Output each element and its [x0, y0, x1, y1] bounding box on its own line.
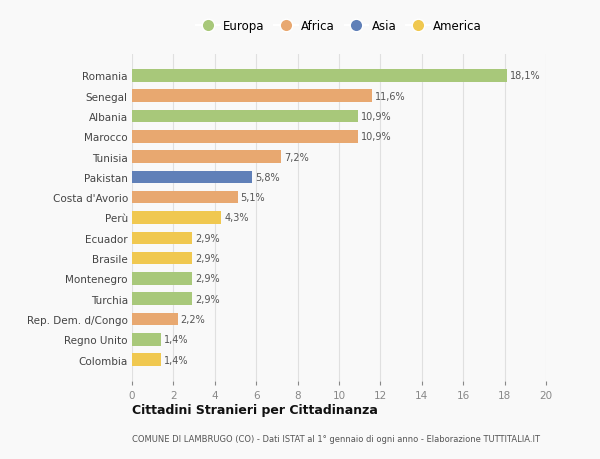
Bar	[132, 252, 192, 265]
Bar	[132, 333, 161, 346]
Text: 1,4%: 1,4%	[164, 335, 188, 345]
Text: 2,2%: 2,2%	[181, 314, 205, 325]
Text: 11,6%: 11,6%	[375, 91, 406, 101]
Text: 18,1%: 18,1%	[510, 71, 541, 81]
Legend: Europa, Africa, Asia, America: Europa, Africa, Asia, America	[191, 15, 487, 38]
Bar	[132, 171, 252, 184]
Bar	[132, 70, 506, 83]
Bar	[132, 111, 358, 123]
Text: 10,9%: 10,9%	[361, 132, 391, 142]
Bar	[132, 90, 372, 103]
Bar	[132, 131, 358, 143]
Bar	[132, 151, 281, 163]
Text: 5,8%: 5,8%	[255, 173, 280, 183]
Text: Cittadini Stranieri per Cittadinanza: Cittadini Stranieri per Cittadinanza	[132, 403, 378, 416]
Text: 5,1%: 5,1%	[241, 193, 265, 203]
Text: 2,9%: 2,9%	[195, 274, 220, 284]
Bar	[132, 273, 192, 285]
Text: 2,9%: 2,9%	[195, 294, 220, 304]
Text: COMUNE DI LAMBRUGO (CO) - Dati ISTAT al 1° gennaio di ogni anno - Elaborazione T: COMUNE DI LAMBRUGO (CO) - Dati ISTAT al …	[132, 434, 540, 442]
Bar	[132, 353, 161, 366]
Text: 4,3%: 4,3%	[224, 213, 248, 223]
Bar	[132, 212, 221, 224]
Text: 1,4%: 1,4%	[164, 355, 188, 365]
Bar	[132, 293, 192, 305]
Text: 10,9%: 10,9%	[361, 112, 391, 122]
Bar	[132, 232, 192, 245]
Bar	[132, 191, 238, 204]
Text: 2,9%: 2,9%	[195, 253, 220, 263]
Text: 2,9%: 2,9%	[195, 233, 220, 243]
Bar	[132, 313, 178, 325]
Text: 7,2%: 7,2%	[284, 152, 309, 162]
